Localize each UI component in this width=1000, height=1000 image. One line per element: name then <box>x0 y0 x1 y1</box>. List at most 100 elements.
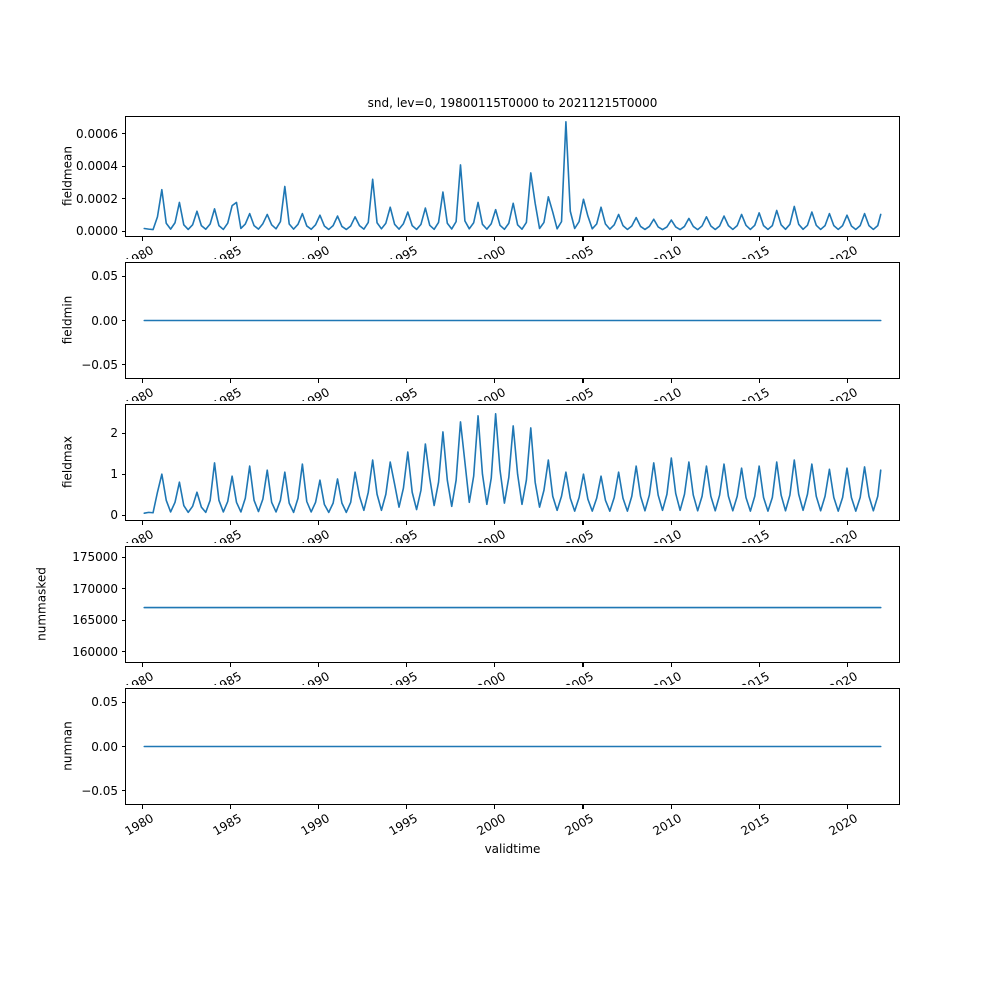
x-tick-mark <box>494 805 496 809</box>
x-tick-mark <box>406 521 408 525</box>
x-tick-label: 2010 <box>650 385 685 401</box>
x-tick-label: 2010 <box>650 243 685 259</box>
y-tick-mark <box>121 746 125 748</box>
y-tick-mark <box>121 165 125 167</box>
series-canvas-fieldmax <box>126 405 899 520</box>
x-tick-label: 2015 <box>738 527 773 543</box>
x-tick-label: 2020 <box>826 385 861 401</box>
x-tick-label: 1995 <box>386 527 420 543</box>
y-axis-label-nummasked: nummasked <box>34 566 48 641</box>
x-tick-mark <box>318 237 320 241</box>
x-tick-label-row: 1980 1985 1990 1995 2000 2005 2010 2015 2020 <box>125 521 900 543</box>
y-tick-mark <box>121 275 125 277</box>
y-tick-mark <box>121 198 125 200</box>
x-tick-mark <box>406 805 408 809</box>
x-tick-label: 2020 <box>826 669 861 685</box>
x-tick-mark <box>406 379 408 383</box>
data-line-fieldmax <box>144 414 880 513</box>
x-tick-label: 1980 <box>125 811 156 839</box>
x-tick-label: 1995 <box>386 385 420 401</box>
subplot-numnan: −0.05 0.00 0.05 numnan 1980 1985 1990 1995 2000 2… <box>60 688 900 838</box>
y-axis-label-fieldmax: fieldmax <box>60 435 74 488</box>
series-canvas-nummasked <box>126 547 899 662</box>
x-tick-label: 2005 <box>562 669 596 685</box>
subplot-nummasked: 160000 165000 170000 175000 nummasked 1980 198… <box>34 546 900 685</box>
x-tick-mark <box>758 237 760 241</box>
x-tick-label: 2005 <box>562 811 596 839</box>
x-tick-label: 1980 <box>125 385 156 401</box>
x-tick-mark <box>230 805 232 809</box>
y-tick-label: 0.0006 <box>76 126 118 141</box>
y-tick-label: 0.05 <box>91 269 118 284</box>
y-tick-label: 2 <box>110 426 118 441</box>
x-tick-label: 1995 <box>386 243 420 259</box>
x-tick-label: 1985 <box>210 385 244 401</box>
y-tick-mark <box>121 514 125 516</box>
series-canvas-fieldmean <box>126 117 899 236</box>
y-tick-mark <box>121 588 125 590</box>
x-tick-mark <box>758 805 760 809</box>
x-tick-mark <box>318 805 320 809</box>
y-tick-label: −0.05 <box>81 357 118 372</box>
y-tick-label: −0.05 <box>81 783 118 798</box>
x-tick-mark <box>758 379 760 383</box>
series-canvas-numnan <box>126 689 899 804</box>
x-tick-label: 2005 <box>562 243 596 259</box>
x-tick-label: 2020 <box>826 811 861 839</box>
x-tick-mark <box>758 521 760 525</box>
x-tick-label: 2015 <box>738 385 773 401</box>
y-tick-mark <box>121 364 125 366</box>
x-tick-label: 1990 <box>298 669 332 685</box>
x-tick-label: 1980 <box>125 527 156 543</box>
y-tick-mark <box>121 230 125 232</box>
plot-area-fieldmax <box>125 404 900 521</box>
x-tick-label: 2005 <box>562 385 596 401</box>
x-tick-label: 2015 <box>738 669 773 685</box>
x-tick-label: 2010 <box>650 669 685 685</box>
x-tick-label: 2000 <box>474 527 508 543</box>
y-tick-mark <box>121 473 125 475</box>
x-tick-label: 1990 <box>298 243 332 259</box>
x-tick-mark <box>670 805 672 809</box>
x-tick-mark <box>846 805 848 809</box>
x-tick-label: 2000 <box>474 669 508 685</box>
x-tick-mark <box>758 663 760 667</box>
x-tick-mark <box>406 237 408 241</box>
x-tick-mark <box>582 379 584 383</box>
x-tick-label: 2020 <box>826 243 861 259</box>
subplot-fieldmean: 0.0000 0.0002 0.0004 0.0006 fieldmean 1980 198… <box>60 116 900 259</box>
x-tick-mark <box>846 521 848 525</box>
x-tick-mark <box>230 379 232 383</box>
y-tick-label: 160000 <box>72 644 118 659</box>
x-tick-label: 2015 <box>738 243 773 259</box>
plot-area-numnan <box>125 688 900 805</box>
x-tick-mark <box>846 663 848 667</box>
x-tick-mark <box>318 663 320 667</box>
x-tick-mark <box>142 237 144 241</box>
x-tick-mark <box>582 521 584 525</box>
x-tick-mark <box>142 663 144 667</box>
x-tick-label: 1985 <box>210 811 244 839</box>
x-tick-mark <box>670 521 672 525</box>
x-tick-mark <box>582 663 584 667</box>
x-tick-mark <box>670 379 672 383</box>
x-tick-mark <box>230 521 232 525</box>
x-tick-label: 1985 <box>210 243 244 259</box>
x-tick-label: 2005 <box>562 527 596 543</box>
x-tick-mark <box>494 521 496 525</box>
x-tick-mark <box>582 805 584 809</box>
x-tick-label: 1995 <box>386 811 420 839</box>
x-tick-label: 1980 <box>125 669 156 685</box>
x-tick-mark <box>142 805 144 809</box>
x-tick-mark <box>230 663 232 667</box>
y-tick-mark <box>121 133 125 135</box>
x-tick-mark <box>230 237 232 241</box>
y-axis-label-numnan: numnan <box>60 720 74 771</box>
x-tick-label: 1980 <box>125 243 156 259</box>
x-tick-mark <box>318 521 320 525</box>
x-tick-mark <box>670 663 672 667</box>
x-tick-mark <box>670 237 672 241</box>
x-tick-label: 1990 <box>298 527 332 543</box>
subplot-fieldmin: −0.05 0.00 0.05 fieldmin 1980 1985 1990 1995 200… <box>60 262 900 401</box>
